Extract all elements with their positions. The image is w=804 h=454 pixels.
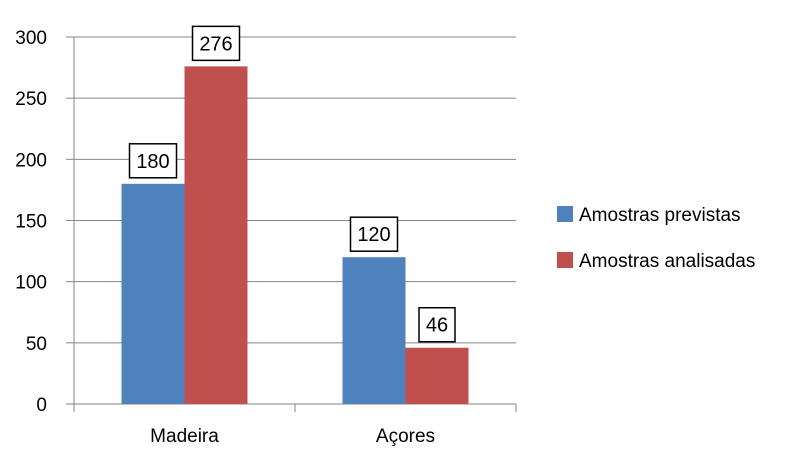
data-label-box	[349, 216, 399, 252]
data-label: 276	[199, 33, 232, 55]
legend-label: Amostras analisadas	[579, 251, 755, 272]
data-label: 120	[357, 224, 390, 246]
y-tick-label: 200	[15, 150, 47, 171]
data-labels: 180 120 276 46	[128, 25, 456, 343]
data-label: 180	[136, 151, 169, 173]
y-tick-label: 50	[26, 334, 47, 355]
x-category-label: Madeira	[150, 426, 219, 447]
bar	[405, 347, 469, 404]
legend-label: Amostras previstas	[579, 205, 741, 226]
data-label: 46	[426, 315, 448, 337]
legend: Amostras previstas Amostras analisadas	[557, 205, 755, 272]
bar	[121, 183, 185, 404]
data-label-box	[128, 143, 178, 179]
y-tick-label: 250	[15, 89, 47, 110]
x-category-label: Açores	[376, 426, 435, 447]
data-label-box	[191, 25, 241, 62]
legend-swatch	[557, 206, 573, 222]
bar	[184, 66, 248, 405]
bar	[342, 257, 406, 404]
bars	[121, 66, 469, 405]
data-label-box	[418, 306, 456, 343]
legend-swatch	[557, 252, 573, 268]
y-tick-label: 300	[15, 28, 47, 49]
y-tick-label: 100	[15, 273, 47, 294]
y-tick-label: 150	[15, 212, 47, 233]
y-tick-label: 0	[36, 395, 47, 416]
